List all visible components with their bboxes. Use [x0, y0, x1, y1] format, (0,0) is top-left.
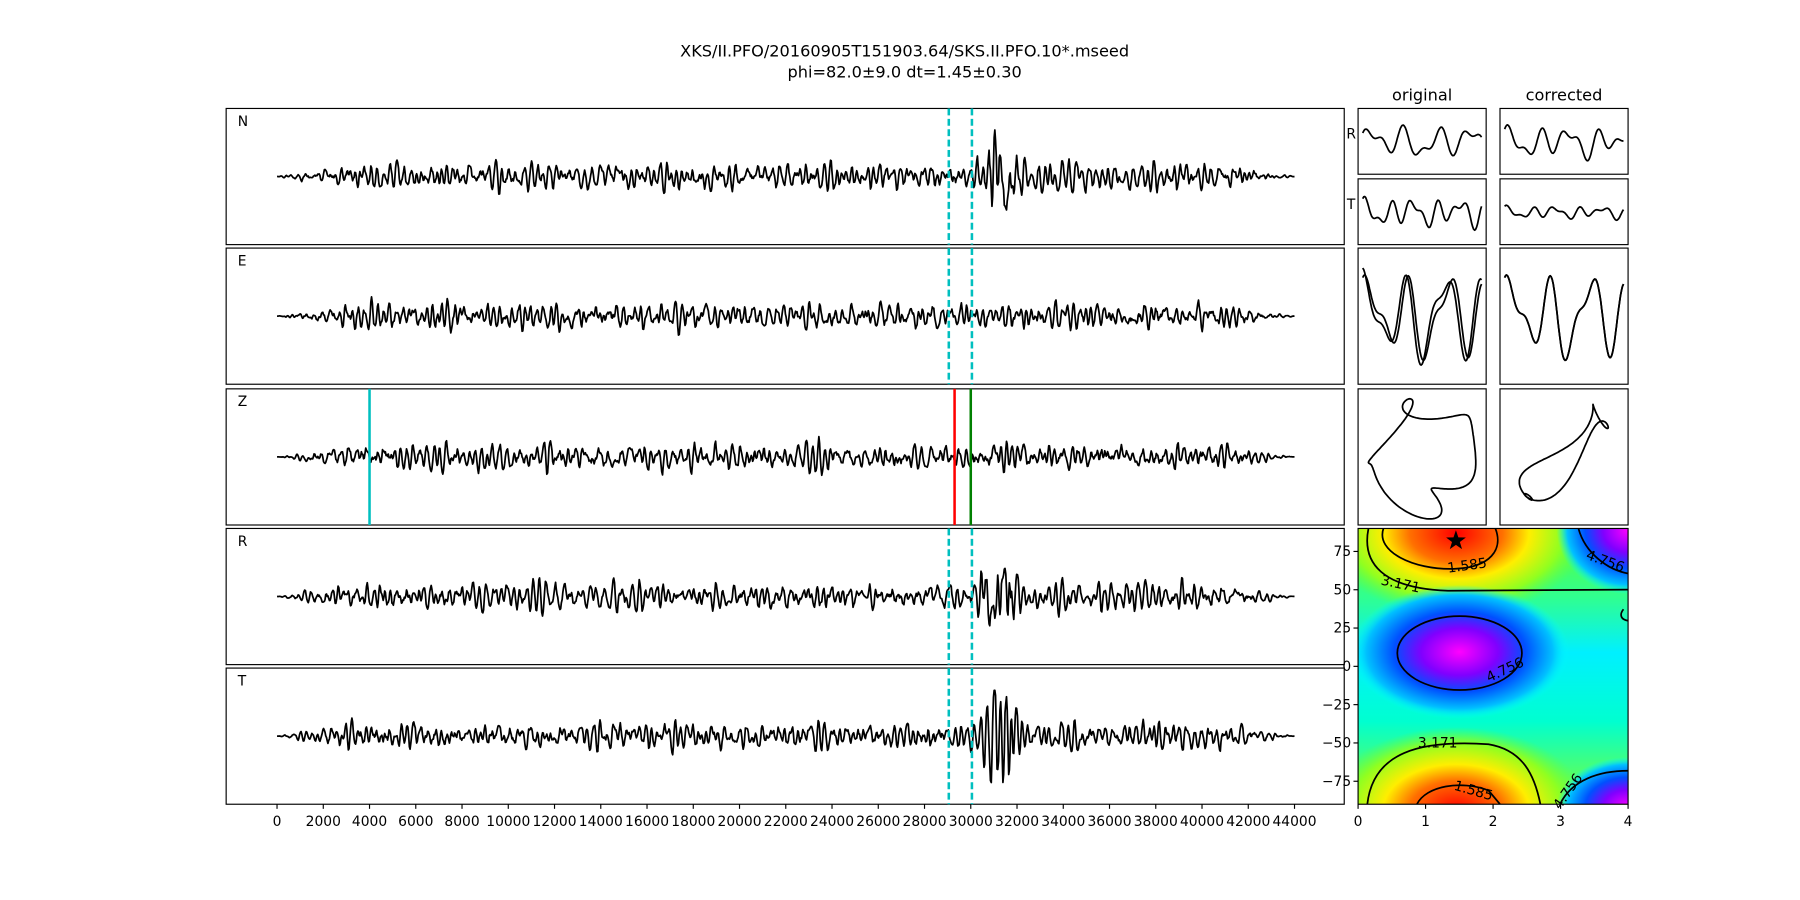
- subtitle: phi=82.0±9.0 dt=1.45±0.30: [787, 62, 1021, 81]
- waveform: [276, 129, 1295, 211]
- trace-frame: [225, 388, 1345, 526]
- surface-max: [1556, 756, 1629, 805]
- shifted-wave: [1361, 274, 1483, 362]
- x-tick-label: 14000: [579, 814, 623, 830]
- shifted-wave: [1503, 274, 1625, 362]
- x-tick-label: 28000: [903, 814, 947, 830]
- x-tick-label: 0: [1354, 814, 1363, 830]
- x-tick-label: 36000: [1088, 814, 1132, 830]
- column-title: corrected: [1526, 85, 1603, 104]
- waveform: [276, 435, 1295, 477]
- x-tick-label: 22000: [764, 814, 808, 830]
- contour-label: 3.171: [1418, 736, 1458, 752]
- x-tick-label: 0: [273, 814, 282, 830]
- trace-frame: [225, 247, 1345, 385]
- y-tick-label: 25: [1334, 621, 1352, 637]
- shifted-wave: [1503, 274, 1625, 362]
- contour: [1381, 528, 1499, 570]
- error-surface: [1358, 528, 1629, 805]
- column-title: original: [1392, 85, 1452, 104]
- x-tick-label: 16000: [625, 814, 669, 830]
- x-tick-label: 20000: [718, 814, 762, 830]
- surface-max: [1556, 528, 1629, 595]
- x-tick-label: 4: [1624, 814, 1633, 830]
- small-frame: [1357, 388, 1487, 526]
- y-tick-label: 0: [1342, 659, 1351, 675]
- contour: [1416, 784, 1501, 805]
- small-frame: [1357, 107, 1487, 175]
- contour: [1396, 615, 1523, 691]
- x-tick-label: 10000: [486, 814, 530, 830]
- trace-frame: [225, 527, 1345, 666]
- x-tick-label: 12000: [533, 814, 577, 830]
- x-tick-label: 3: [1556, 814, 1565, 830]
- x-tick-label: 4000: [352, 814, 387, 830]
- row-label: T: [1346, 197, 1356, 213]
- component-wave: [1503, 123, 1624, 162]
- x-tick-label: 38000: [1134, 814, 1178, 830]
- x-tick-label: 8000: [444, 814, 479, 830]
- x-tick-label: 24000: [810, 814, 854, 830]
- x-tick-label: 1: [1421, 814, 1430, 830]
- y-tick-label: −75: [1322, 774, 1351, 790]
- surface-max: [1358, 585, 1570, 719]
- particle-motion: [1367, 397, 1477, 520]
- x-tick-label: 44000: [1273, 814, 1317, 830]
- channel-label: T: [237, 673, 247, 689]
- x-tick-label: 40000: [1180, 814, 1224, 830]
- small-frame: [1499, 107, 1629, 175]
- x-tick-label: 30000: [949, 814, 993, 830]
- y-tick-label: 50: [1334, 582, 1352, 598]
- trace-frame: [225, 667, 1345, 805]
- y-tick-label: −25: [1322, 697, 1351, 713]
- x-tick-label: 2000: [306, 814, 341, 830]
- y-tick-label: 75: [1334, 544, 1352, 560]
- best-estimate: [1446, 530, 1466, 550]
- x-tick-label: 42000: [1226, 814, 1270, 830]
- small-frame: [1499, 178, 1629, 246]
- x-tick-label: 6000: [398, 814, 433, 830]
- contour: [1620, 608, 1629, 622]
- row-label: R: [1346, 126, 1356, 142]
- small-frame: [1357, 247, 1487, 385]
- surface-min: [1358, 726, 1589, 805]
- x-tick-label: 34000: [1041, 814, 1085, 830]
- component-wave: [1361, 124, 1483, 157]
- shifted-wave: [1361, 267, 1483, 366]
- component-wave: [1504, 204, 1625, 222]
- channel-label: E: [238, 253, 247, 269]
- waveform: [276, 689, 1295, 784]
- contour-label: 1.585: [1446, 555, 1487, 576]
- contour: [1366, 742, 1542, 805]
- channel-label: N: [238, 114, 248, 130]
- small-frame: [1357, 178, 1487, 246]
- contour: [1577, 528, 1629, 575]
- small-frame: [1499, 388, 1629, 526]
- waveform: [276, 296, 1295, 336]
- waveform: [276, 567, 1295, 627]
- small-frame: [1499, 247, 1629, 385]
- trace-frame: [225, 107, 1345, 246]
- x-tick-label: 2: [1489, 814, 1498, 830]
- particle-motion: [1518, 403, 1610, 502]
- x-tick-label: 32000: [995, 814, 1039, 830]
- x-tick-label: 18000: [671, 814, 715, 830]
- component-wave: [1361, 195, 1483, 232]
- x-tick-label: 26000: [856, 814, 900, 830]
- contour: [1559, 769, 1629, 805]
- y-tick-label: −50: [1322, 736, 1351, 752]
- contour: [1366, 528, 1629, 592]
- channel-label: Z: [238, 394, 247, 410]
- title: XKS/II.PFO/20160905T151903.64/SKS.II.PFO…: [680, 42, 1129, 61]
- channel-label: R: [238, 534, 248, 550]
